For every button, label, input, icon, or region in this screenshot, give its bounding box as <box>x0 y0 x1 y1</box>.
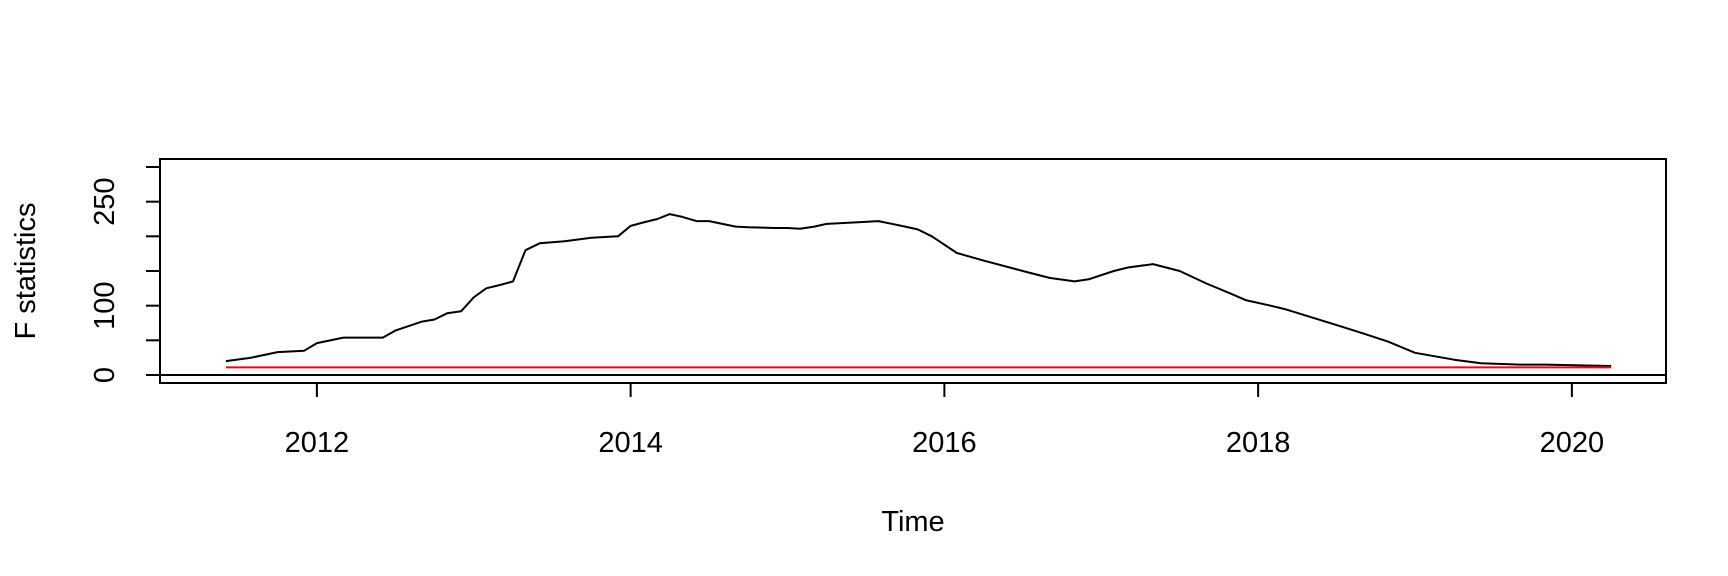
f-statistics-series-line <box>225 213 1612 367</box>
y-tick-label: 100 <box>89 281 121 329</box>
x-tick-label: 2016 <box>912 427 977 459</box>
y-tick-label: 0 <box>89 367 121 383</box>
x-axis-ticks: 2012 2014 2016 2018 2020 <box>285 383 1605 459</box>
y-axis-title: F statistics <box>10 203 42 340</box>
x-tick-label: 2020 <box>1540 427 1605 459</box>
x-tick-label: 2014 <box>598 427 663 459</box>
x-tick-label: 2018 <box>1226 427 1291 459</box>
x-tick-label: 2012 <box>285 427 350 459</box>
plot-box <box>159 158 1667 384</box>
series-layer <box>225 213 1612 369</box>
y-tick-label: 250 <box>89 177 121 225</box>
y-axis-ticks: 0 100 250 <box>89 166 160 383</box>
x-axis-title: Time <box>881 506 944 538</box>
